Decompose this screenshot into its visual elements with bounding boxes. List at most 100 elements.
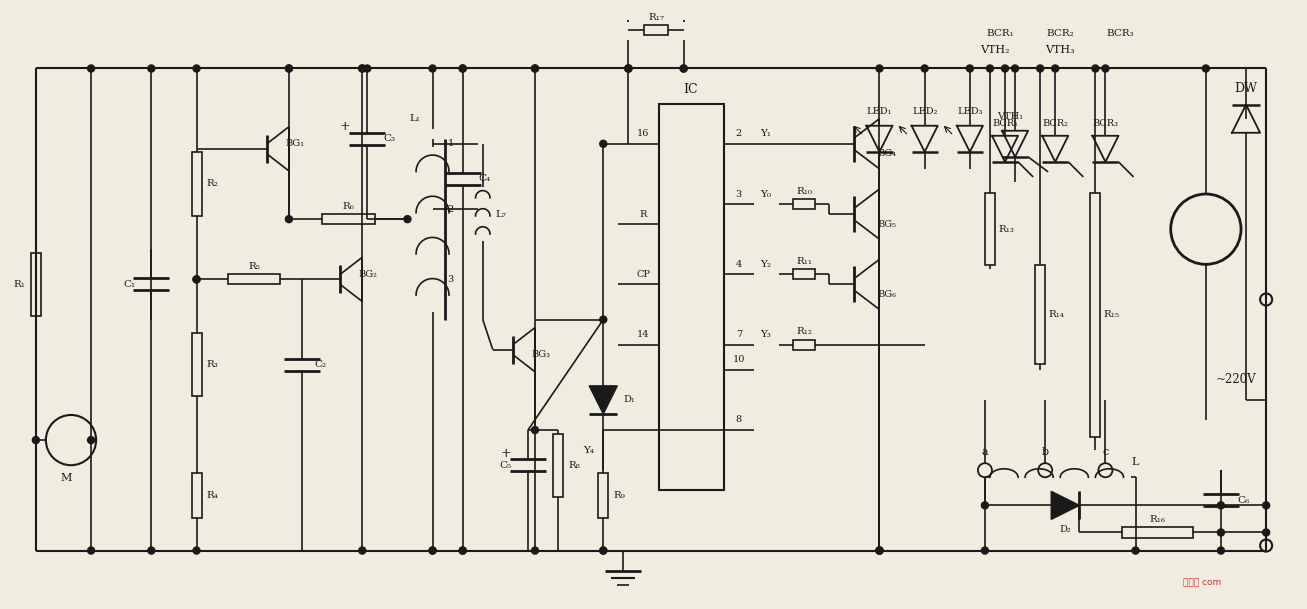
Text: DW: DW <box>1235 82 1257 95</box>
Bar <box>1090 192 1100 437</box>
Text: R₅: R₅ <box>248 262 260 271</box>
Text: BCR₁: BCR₁ <box>985 29 1014 38</box>
Text: R₁₂: R₁₂ <box>796 327 812 336</box>
Text: R₁₄: R₁₄ <box>1048 310 1064 319</box>
Circle shape <box>876 65 884 72</box>
Text: +: + <box>501 446 511 460</box>
Bar <box>659 104 724 490</box>
Text: C₂: C₂ <box>314 361 327 369</box>
Bar <box>793 269 816 280</box>
Text: R₁₀: R₁₀ <box>796 186 812 195</box>
Text: R₁₁: R₁₁ <box>796 257 812 266</box>
Circle shape <box>88 437 94 443</box>
Circle shape <box>193 276 200 283</box>
Text: 10: 10 <box>733 355 745 364</box>
Text: C₅: C₅ <box>499 460 512 470</box>
Circle shape <box>982 502 988 509</box>
Bar <box>1035 265 1046 364</box>
Text: Y₁: Y₁ <box>761 129 771 138</box>
Circle shape <box>1052 65 1059 72</box>
Text: BG₄: BG₄ <box>877 149 897 158</box>
Circle shape <box>285 65 293 72</box>
Text: BCR₃: BCR₃ <box>1093 119 1119 128</box>
Circle shape <box>876 547 884 554</box>
Circle shape <box>1263 529 1269 536</box>
Bar <box>553 434 563 497</box>
Text: C₆: C₆ <box>1236 496 1249 505</box>
Text: 佳佳网 com: 佳佳网 com <box>1183 579 1221 588</box>
Circle shape <box>193 276 200 283</box>
Text: R₁: R₁ <box>14 280 26 289</box>
Text: Y₃: Y₃ <box>761 330 771 339</box>
Circle shape <box>459 65 467 72</box>
Circle shape <box>1217 529 1225 536</box>
Circle shape <box>1012 65 1018 72</box>
Circle shape <box>680 65 687 72</box>
Text: c: c <box>1102 447 1108 457</box>
Circle shape <box>429 547 437 554</box>
Circle shape <box>876 547 884 554</box>
Circle shape <box>1091 65 1099 72</box>
Circle shape <box>193 547 200 554</box>
Text: 7: 7 <box>736 330 742 339</box>
Circle shape <box>600 547 606 554</box>
Circle shape <box>148 65 154 72</box>
Bar <box>793 199 816 209</box>
Text: R₁₃: R₁₃ <box>999 225 1014 234</box>
Text: 16: 16 <box>638 129 650 138</box>
Text: D₂: D₂ <box>1060 525 1070 534</box>
Text: R₁₅: R₁₅ <box>1103 310 1120 319</box>
Circle shape <box>1263 502 1269 509</box>
Circle shape <box>1132 547 1140 554</box>
Bar <box>793 340 816 350</box>
Bar <box>229 275 280 284</box>
Text: 4: 4 <box>736 260 742 269</box>
Text: R₂: R₂ <box>207 180 218 188</box>
Polygon shape <box>589 386 617 414</box>
Text: L₇: L₇ <box>495 209 506 219</box>
Text: R₁₆: R₁₆ <box>1150 515 1166 524</box>
Circle shape <box>1001 65 1009 72</box>
Circle shape <box>982 547 988 554</box>
Text: R₈: R₈ <box>569 460 580 470</box>
Circle shape <box>358 65 366 72</box>
Text: 8: 8 <box>736 415 742 424</box>
Text: 3: 3 <box>447 275 454 284</box>
Text: BCR₃: BCR₃ <box>1107 29 1134 38</box>
Text: Y₄: Y₄ <box>583 446 593 455</box>
Bar <box>192 333 201 396</box>
Text: ~220V: ~220V <box>1216 373 1256 386</box>
Text: R₉: R₉ <box>613 491 625 500</box>
Text: BG₅: BG₅ <box>877 220 897 228</box>
Text: M: M <box>60 473 72 484</box>
Text: L₁: L₁ <box>409 114 420 123</box>
Text: 1: 1 <box>447 139 454 149</box>
Bar <box>985 193 995 266</box>
Text: CP: CP <box>637 270 651 279</box>
Circle shape <box>680 65 687 72</box>
Circle shape <box>1217 502 1225 509</box>
Circle shape <box>625 65 631 72</box>
Circle shape <box>532 547 538 554</box>
Text: VTH₃: VTH₃ <box>1046 46 1076 55</box>
Text: 14: 14 <box>638 330 650 339</box>
Circle shape <box>625 65 631 72</box>
Text: C₁: C₁ <box>123 280 136 289</box>
Circle shape <box>1102 65 1108 72</box>
Circle shape <box>459 65 467 72</box>
Bar <box>192 152 201 216</box>
Bar <box>192 473 201 518</box>
Circle shape <box>532 426 538 434</box>
Bar <box>322 214 375 224</box>
Text: 2: 2 <box>447 205 454 214</box>
Circle shape <box>429 547 437 554</box>
Text: Y₀: Y₀ <box>761 189 771 199</box>
Text: a: a <box>982 447 988 457</box>
Circle shape <box>1036 65 1044 72</box>
Polygon shape <box>1051 491 1080 519</box>
Text: 3: 3 <box>736 189 742 199</box>
Text: R: R <box>639 209 647 219</box>
Circle shape <box>33 437 39 443</box>
Circle shape <box>532 65 538 72</box>
Bar <box>31 253 41 316</box>
